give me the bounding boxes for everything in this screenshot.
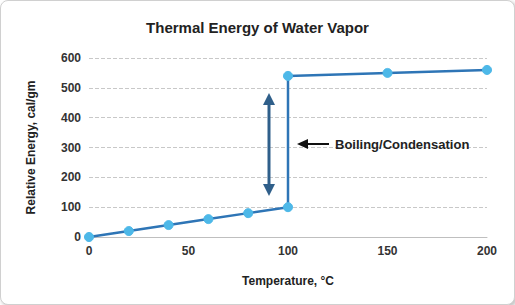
svg-text:400: 400 xyxy=(61,111,81,125)
svg-text:100: 100 xyxy=(278,244,298,258)
svg-text:0: 0 xyxy=(74,230,81,244)
svg-text:50: 50 xyxy=(182,244,196,258)
svg-text:Boiling/Condensation: Boiling/Condensation xyxy=(335,137,469,152)
svg-text:0: 0 xyxy=(86,244,93,258)
svg-text:Relative Energy, cal/gm: Relative Energy, cal/gm xyxy=(24,81,38,215)
svg-text:150: 150 xyxy=(377,244,397,258)
svg-text:100: 100 xyxy=(61,200,81,214)
svg-text:Thermal Energy of Water Vapor: Thermal Energy of Water Vapor xyxy=(146,19,369,36)
svg-text:200: 200 xyxy=(61,170,81,184)
svg-text:500: 500 xyxy=(61,81,81,95)
svg-text:Temperature, °C: Temperature, °C xyxy=(242,274,334,288)
svg-text:600: 600 xyxy=(61,51,81,65)
svg-text:300: 300 xyxy=(61,141,81,155)
svg-text:200: 200 xyxy=(477,244,497,258)
